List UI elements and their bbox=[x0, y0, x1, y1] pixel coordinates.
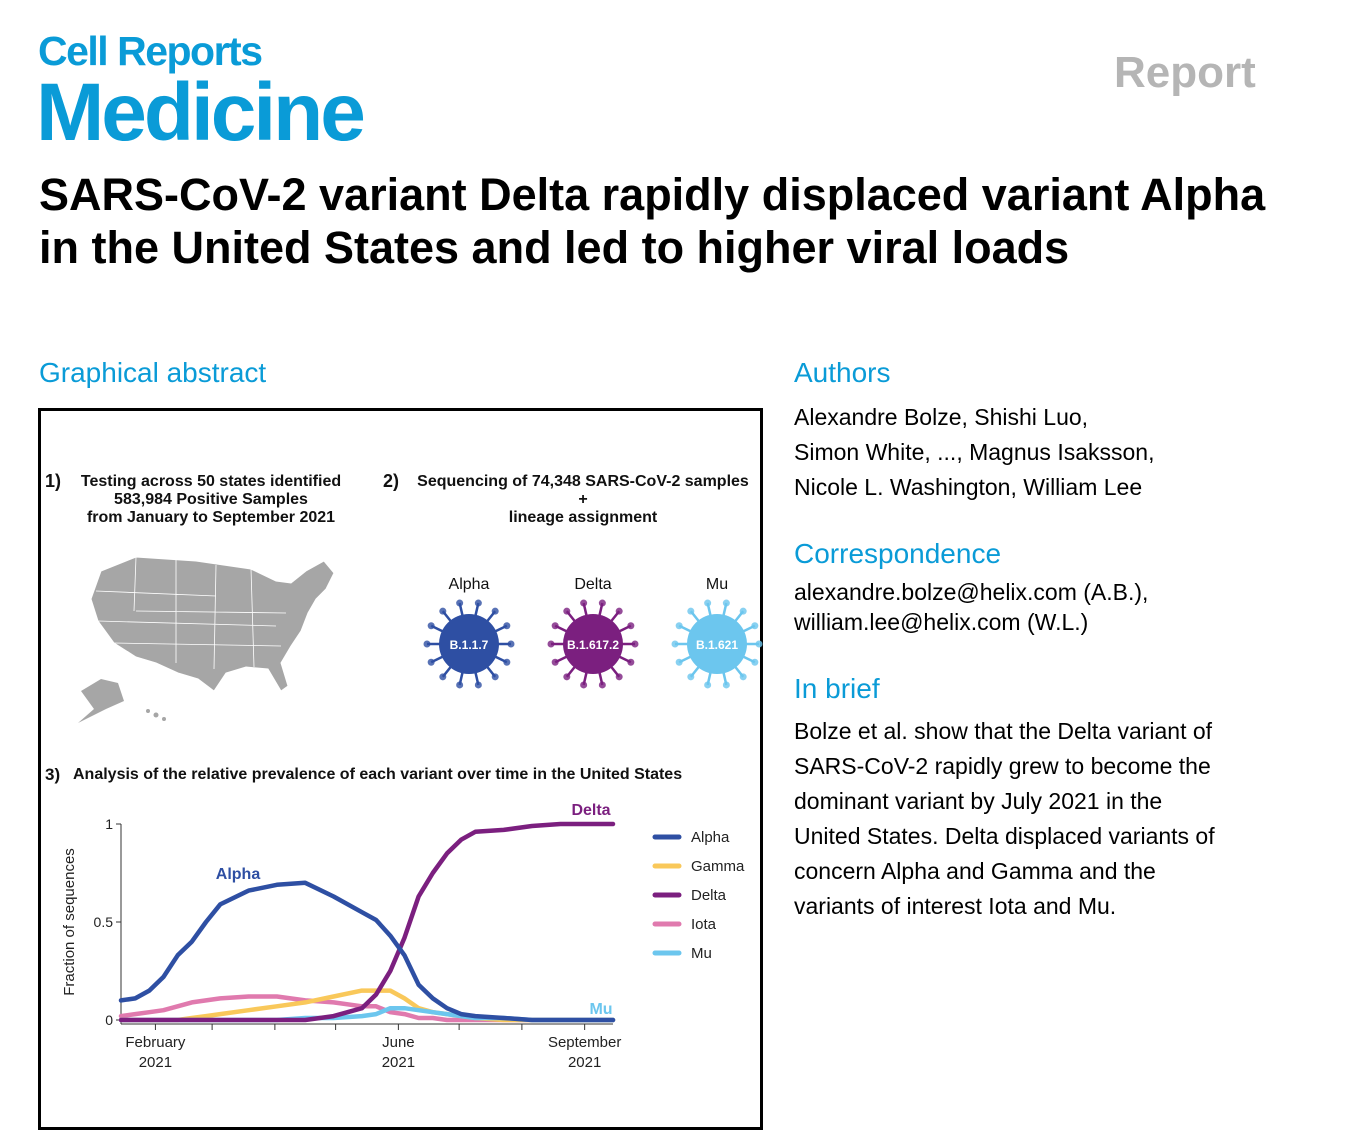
x-tick-label: June bbox=[382, 1034, 415, 1051]
panel1-line: Testing across 50 states identified bbox=[80, 473, 342, 490]
svg-text:B.1.617.2: B.1.617.2 bbox=[567, 638, 619, 652]
x-tick-label: February bbox=[125, 1034, 186, 1051]
y-tick-label: 1 bbox=[105, 816, 113, 832]
in-brief-line: variants of interest Iota and Mu. bbox=[794, 893, 1117, 919]
x-tick-label-year: 2021 bbox=[139, 1054, 172, 1071]
virus-icon: B.1.1.7 bbox=[423, 599, 515, 689]
panel3-number: 3) bbox=[45, 765, 61, 784]
graphical-abstract: 1) Testing across 50 states identified 5… bbox=[38, 408, 763, 1130]
article-title: SARS-CoV-2 variant Delta rapidly displac… bbox=[39, 169, 1266, 273]
panel2-text: Sequencing of 74,348 SARS-CoV-2 samples … bbox=[403, 473, 763, 527]
article-type: Report bbox=[1114, 48, 1256, 97]
legend-label: Delta bbox=[691, 887, 727, 904]
graphical-abstract-heading: Graphical abstract bbox=[39, 357, 267, 388]
variant-name: Alpha bbox=[448, 576, 490, 593]
variant-name: Mu bbox=[705, 576, 729, 593]
panel1-line: 583,984 Positive Samples bbox=[114, 491, 308, 508]
in-brief-line: SARS-CoV-2 rapidly grew to become the bbox=[794, 753, 1211, 779]
in-brief-line: United States. Delta displaced variants … bbox=[794, 823, 1215, 849]
panel1-text: Testing across 50 states identified 583,… bbox=[66, 473, 356, 527]
in-brief-line: Bolze et al. show that the Delta variant… bbox=[794, 718, 1213, 744]
virus-icon: B.1.617.2 bbox=[547, 599, 639, 689]
x-tick-label-year: 2021 bbox=[382, 1054, 415, 1071]
email-link[interactable]: alexandre.bolze@helix.com (A.B.), bbox=[794, 579, 1149, 605]
authors-list: Alexandre Bolze, Shishi Luo, Simon White… bbox=[794, 400, 1154, 505]
correspondence-list: alexandre.bolze@helix.com (A.B.), willia… bbox=[794, 577, 1148, 637]
y-tick-label: 0 bbox=[105, 1012, 113, 1028]
authors-line: Nicole L. Washington, William Lee bbox=[794, 474, 1143, 500]
authors-line: Alexandre Bolze, Shishi Luo, bbox=[794, 404, 1089, 430]
journal-name-line2: Medicine bbox=[36, 67, 366, 158]
prevalence-chart: 0 0.5 1 Fraction of sequences February 2021 Ju… bbox=[61, 802, 745, 1071]
panel2-line: + bbox=[578, 491, 588, 508]
journal-name-line1: Cell Reports bbox=[38, 28, 263, 74]
in-brief-line: concern Alpha and Gamma and the bbox=[794, 858, 1156, 884]
svg-text:B.1.621: B.1.621 bbox=[696, 638, 738, 652]
y-tick-label: 0.5 bbox=[94, 914, 114, 930]
series-label-alpha: Alpha bbox=[216, 866, 261, 883]
series-label-delta: Delta bbox=[571, 802, 610, 819]
legend-label: Mu bbox=[691, 945, 712, 962]
in-brief-heading: In brief bbox=[794, 673, 880, 704]
svg-text:B.1.1.7: B.1.1.7 bbox=[450, 638, 489, 652]
us-map-icon bbox=[78, 556, 335, 723]
in-brief-line: dominant variant by July 2021 in the bbox=[794, 788, 1163, 814]
y-axis-label: Fraction of sequences bbox=[61, 848, 78, 996]
correspondence-heading: Correspondence bbox=[794, 538, 1002, 569]
x-tick-label-year: 2021 bbox=[568, 1054, 601, 1071]
panel1-line: from January to September 2021 bbox=[86, 509, 336, 526]
panel2-line: lineage assignment bbox=[508, 509, 658, 526]
authors-line: Simon White, ..., Magnus Isaksson, bbox=[794, 439, 1155, 465]
panel1-number: 1) bbox=[45, 471, 62, 491]
virus-icon: B.1.621 bbox=[671, 599, 763, 689]
x-tick-label: September bbox=[548, 1034, 621, 1051]
series-line-alpha bbox=[118, 880, 616, 1023]
legend-label: Gamma bbox=[691, 858, 745, 875]
series-label-mu: Mu bbox=[589, 1001, 612, 1018]
panel2-line: Sequencing of 74,348 SARS-CoV-2 samples bbox=[417, 473, 749, 490]
legend-label: Iota bbox=[691, 916, 717, 933]
email-link[interactable]: william.lee@helix.com (W.L.) bbox=[794, 609, 1089, 635]
authors-heading: Authors bbox=[794, 357, 891, 388]
panel3-text: Analysis of the relative prevalence of e… bbox=[73, 766, 683, 783]
variant-name: Delta bbox=[574, 576, 612, 593]
in-brief-text: Bolze et al. show that the Delta variant… bbox=[794, 714, 1215, 924]
panel2-number: 2) bbox=[383, 471, 400, 491]
legend-label: Alpha bbox=[691, 829, 730, 846]
series-line-delta bbox=[118, 821, 616, 1023]
